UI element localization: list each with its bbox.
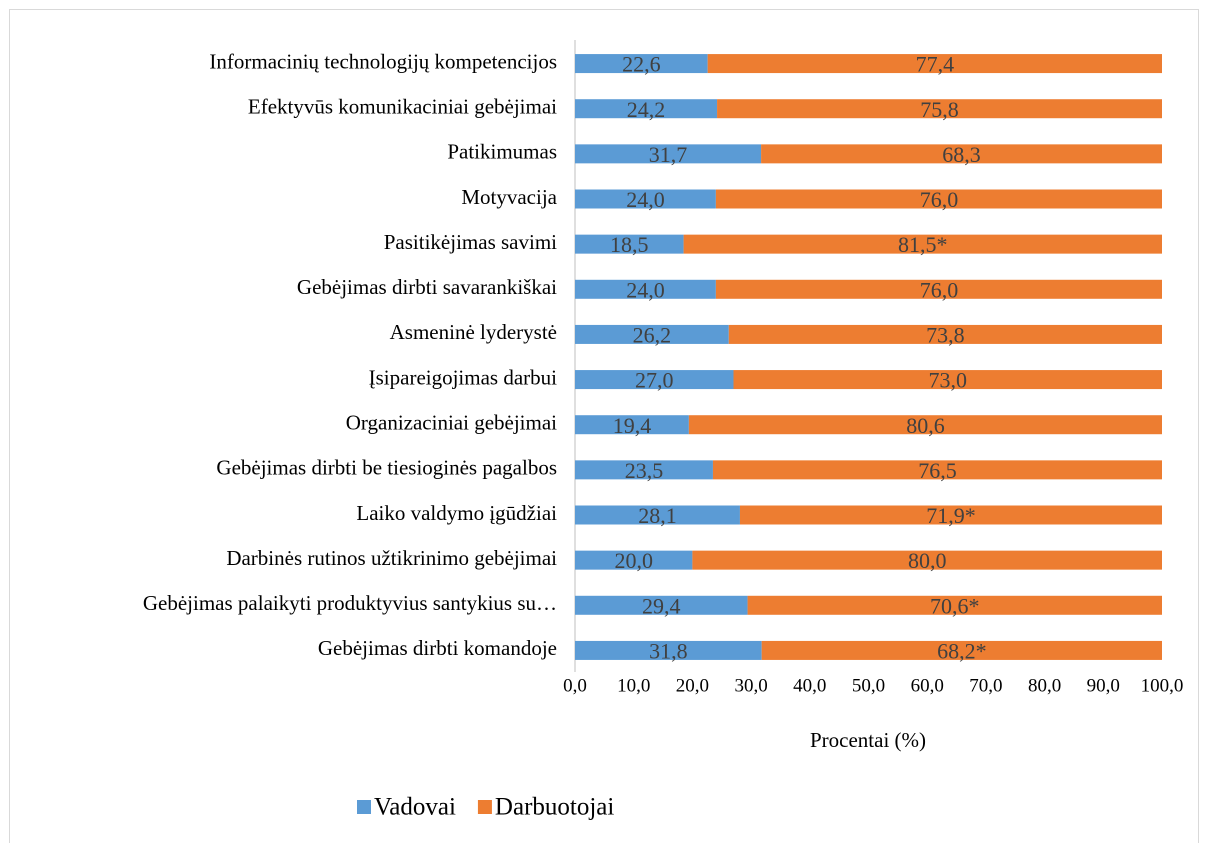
x-tick-label: 70,0 xyxy=(969,675,1002,696)
legend-label: Vadovai xyxy=(374,794,456,821)
bar-segment xyxy=(688,415,1162,435)
y-tick-label: Organizaciniai gebėjimai xyxy=(346,411,557,435)
data-label: 68,2* xyxy=(937,638,987,663)
bar-segment xyxy=(575,54,708,74)
bar-segment xyxy=(575,505,740,525)
bar-segment xyxy=(575,460,713,480)
bar-segment xyxy=(707,54,1162,74)
data-label: 80,6 xyxy=(906,413,945,438)
bar-segment xyxy=(575,279,716,299)
data-label: 22,6 xyxy=(622,52,661,77)
bar-segment xyxy=(575,415,689,435)
x-tick-label: 80,0 xyxy=(1028,675,1061,696)
bar-segment xyxy=(683,234,1162,254)
bar-segment xyxy=(733,370,1162,390)
bar-segment xyxy=(761,640,1162,660)
bar-segment xyxy=(717,99,1162,119)
bar-segment xyxy=(575,234,684,254)
data-label: 28,1 xyxy=(638,503,677,528)
data-label: 19,4 xyxy=(613,413,652,438)
data-label: 27,0 xyxy=(635,368,674,393)
data-label: 23,5 xyxy=(625,458,664,483)
legend-label: Darbuotojai xyxy=(495,794,614,821)
data-label: 24,0 xyxy=(626,187,665,212)
data-label: 75,8 xyxy=(920,97,959,122)
x-tick-label: 20,0 xyxy=(676,675,709,696)
data-label: 76,0 xyxy=(920,277,959,302)
y-tick-label: Motyvacija xyxy=(461,185,557,209)
bar-segment xyxy=(575,189,716,209)
y-tick-label: Gebėjimas dirbti komandoje xyxy=(318,636,557,660)
data-label: 18,5 xyxy=(610,232,649,257)
data-label: 29,4 xyxy=(642,593,681,618)
data-label: 73,0 xyxy=(928,368,967,393)
y-tick-label: Informacinių technologijų kompetencijos xyxy=(209,49,557,73)
y-tick-label: Laiko valdymo įgūdžiai xyxy=(356,501,557,525)
y-tick-label: Įsipareigojimas darbui xyxy=(369,365,558,389)
data-label: 80,0 xyxy=(908,548,947,573)
y-tick-label: Pasitikėjimas savimi xyxy=(384,230,557,254)
bar-segment xyxy=(715,279,1162,299)
legend-swatch xyxy=(477,800,492,814)
y-tick-label: Patikimumas xyxy=(447,140,557,164)
data-label: 31,8 xyxy=(649,638,688,663)
y-tick-label: Darbinės rutinos užtikrinimo gebėjimai xyxy=(226,546,557,570)
y-tick-label: Gebėjimas palaikyti produktyvius santyki… xyxy=(143,591,557,615)
bar-segment xyxy=(715,189,1162,209)
x-axis-title: Procentai (%) xyxy=(810,728,926,752)
bar-segment xyxy=(575,324,729,344)
x-tick-label: 90,0 xyxy=(1087,675,1120,696)
y-tick-label: Asmeninė lyderystė xyxy=(390,320,557,344)
data-label: 68,3 xyxy=(942,142,981,167)
x-tick-label: 50,0 xyxy=(852,675,885,696)
data-label: 71,9* xyxy=(926,503,976,528)
x-tick-label: 10,0 xyxy=(617,675,650,696)
bar-segment xyxy=(575,550,693,570)
bar-segment xyxy=(739,505,1162,525)
bar-segment xyxy=(575,99,718,119)
data-label: 31,7 xyxy=(649,142,688,167)
bar-segment xyxy=(692,550,1162,570)
data-label: 24,0 xyxy=(626,277,665,302)
x-tick-label: 100,0 xyxy=(1141,675,1184,696)
bar-segment xyxy=(761,144,1162,164)
data-label: 20,0 xyxy=(614,548,653,573)
x-tick-label: 30,0 xyxy=(734,675,767,696)
y-tick-label: Gebėjimas dirbti be tiesioginės pagalbos xyxy=(216,456,557,480)
bar-segment xyxy=(712,460,1162,480)
y-tick-label: Efektyvūs komunikaciniai gebėjimai xyxy=(248,95,557,119)
x-tick-label: 40,0 xyxy=(793,675,826,696)
data-label: 81,5* xyxy=(898,232,948,257)
y-tick-label: Gebėjimas dirbti savarankiškai xyxy=(297,275,557,299)
data-label: 70,6* xyxy=(930,593,980,618)
data-label: 26,2 xyxy=(633,322,672,347)
chart-frame xyxy=(9,9,1199,843)
bar-segment xyxy=(575,595,748,615)
bar-segment xyxy=(575,144,762,164)
data-label: 73,8 xyxy=(926,322,965,347)
data-label: 77,4 xyxy=(916,52,955,77)
legend-swatch xyxy=(357,800,371,814)
x-tick-label: 0,0 xyxy=(563,675,587,696)
bar-segment xyxy=(728,324,1162,344)
data-label: 76,0 xyxy=(920,187,959,212)
data-label: 76,5 xyxy=(918,458,957,483)
data-label: 24,2 xyxy=(627,97,666,122)
x-tick-label: 60,0 xyxy=(911,675,944,696)
bar-segment xyxy=(575,640,762,660)
bar-segment xyxy=(747,595,1162,615)
bar-segment xyxy=(575,370,734,390)
